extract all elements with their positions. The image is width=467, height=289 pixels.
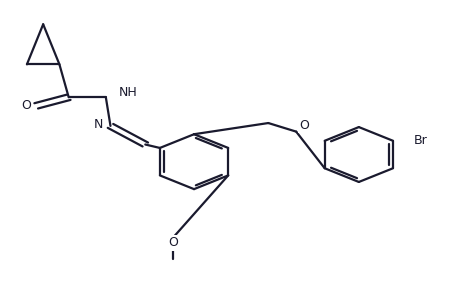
Text: O: O	[300, 119, 310, 132]
Text: O: O	[168, 236, 178, 249]
Text: O: O	[21, 99, 31, 112]
Text: NH: NH	[119, 86, 138, 99]
Text: Br: Br	[414, 134, 428, 147]
Text: N: N	[94, 118, 104, 131]
